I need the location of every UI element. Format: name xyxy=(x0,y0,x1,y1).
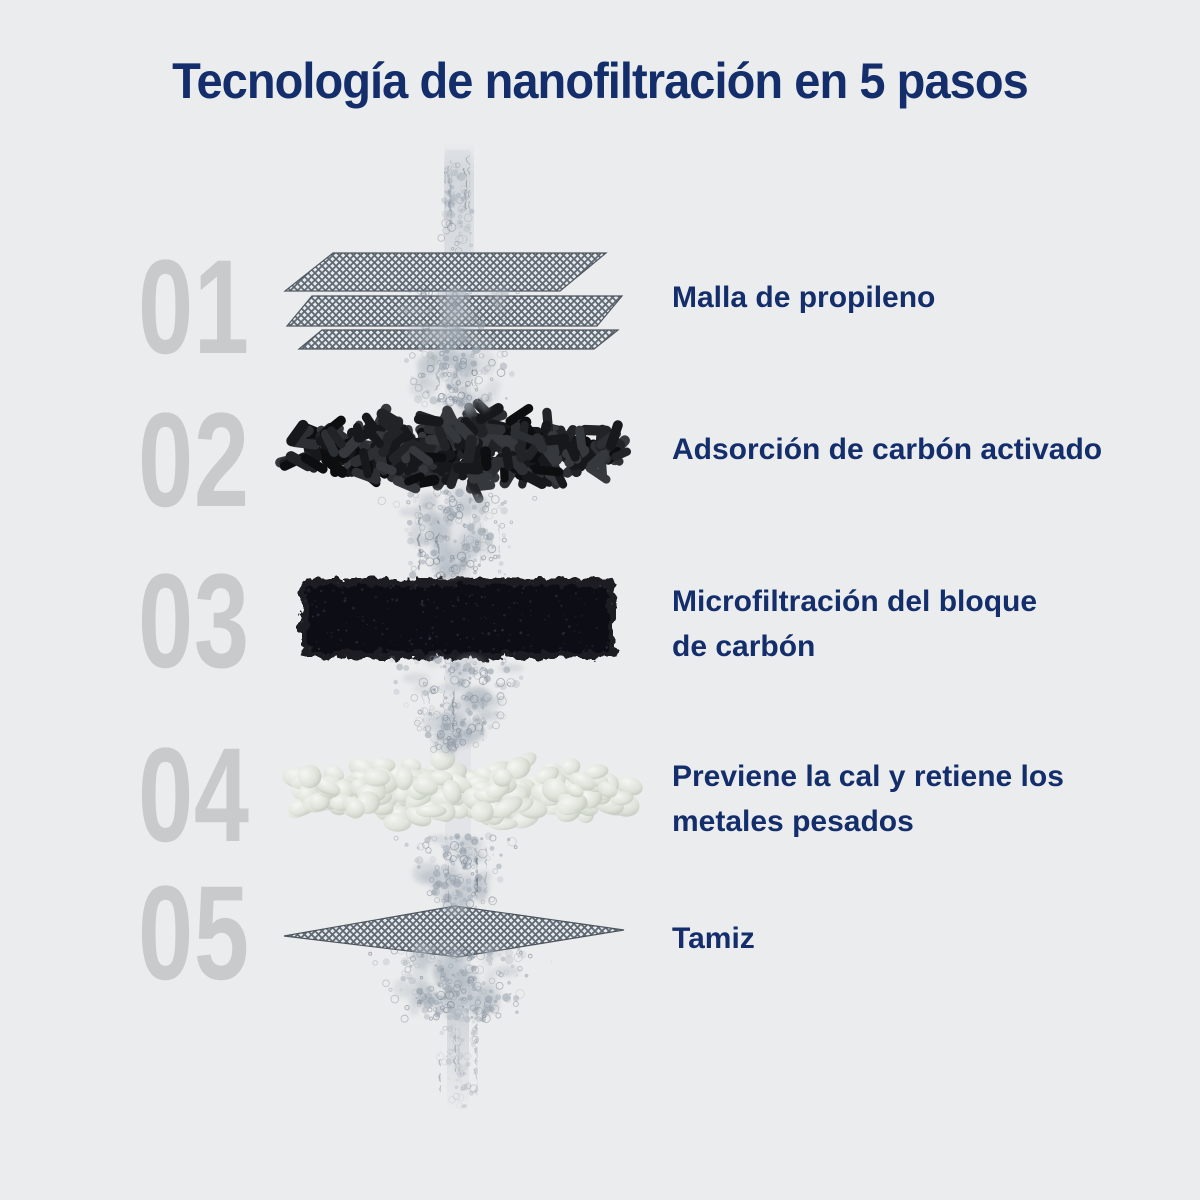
step-03-label: Microfiltración del bloque de carbón xyxy=(672,585,1038,663)
page-title: Tecnología de nanofiltración en 5 pasos xyxy=(172,53,1029,109)
activated-carbon-pellets-graphic xyxy=(275,398,632,504)
water-splashes xyxy=(368,285,553,1113)
step-02-label: Adsorción de carbón activado xyxy=(672,433,1103,466)
step-05-label: Tamiz xyxy=(672,922,755,955)
step-02-number: 02 xyxy=(138,386,250,535)
step-01-number: 01 xyxy=(138,233,250,382)
step-03-number: 03 xyxy=(138,547,250,696)
mineral-pebbles-graphic xyxy=(282,746,643,832)
step-04-number: 04 xyxy=(138,721,250,870)
step-05-number: 05 xyxy=(138,859,250,1008)
carbon-block-graphic xyxy=(300,578,616,658)
sieve-graphic xyxy=(283,905,625,958)
step-01-label: Malla de propileno xyxy=(672,281,936,314)
step-04-label: Previene la cal y retiene los metales pe… xyxy=(672,760,1064,838)
